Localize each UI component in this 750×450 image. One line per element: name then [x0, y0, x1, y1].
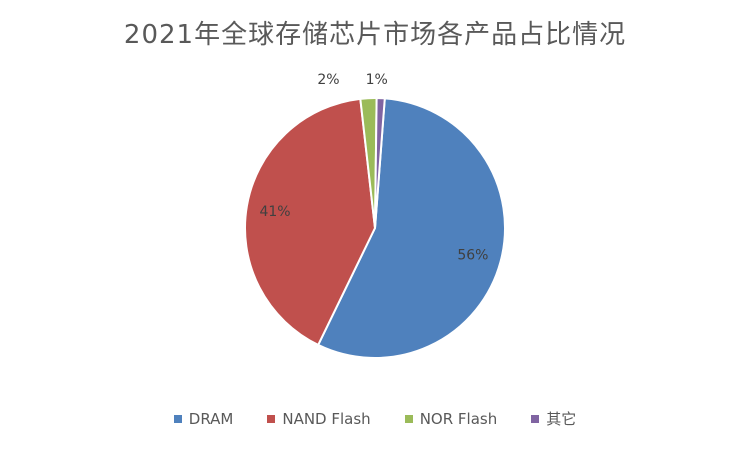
legend-swatch-other: [531, 414, 540, 423]
legend-item-nand-flash: NAND Flash: [267, 408, 371, 429]
pie-slice-dram: [316, 97, 506, 359]
legend-swatch-nand-flash: [267, 414, 276, 423]
data-label-other: 1%: [366, 72, 388, 88]
data-label-nor-flash: 2%: [317, 72, 339, 88]
legend-label-dram: DRAM: [188, 409, 234, 428]
pie-slice-nand-flash: [244, 97, 377, 347]
legend-swatch-nor-flash: [404, 414, 413, 423]
pie-slice-other: [374, 96, 386, 229]
data-label-dram: 56%: [457, 247, 488, 263]
chart-title: 2021年全球存储芯片市场各产品占比情况: [123, 20, 627, 50]
legend-item-other: 其它: [531, 408, 576, 429]
legend-label-nor-flash: NOR Flash: [419, 409, 498, 428]
legend-label-nand-flash: NAND Flash: [282, 409, 371, 428]
legend-item-nor-flash: NOR Flash: [404, 408, 498, 429]
data-label-nand-flash: 41%: [259, 204, 290, 220]
legend-label-other: 其它: [546, 410, 577, 428]
legend: DRAM NAND Flash NOR Flash 其它: [0, 408, 750, 429]
legend-swatch-dram: [173, 414, 182, 423]
legend-item-dram: DRAM: [173, 408, 234, 429]
